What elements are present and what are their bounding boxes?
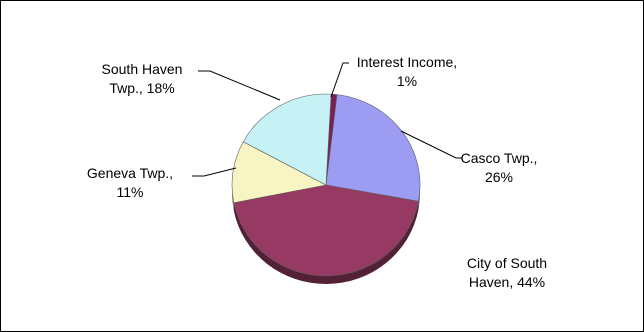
leader-line-3	[192, 167, 237, 177]
slice-label-4-line-0: South Haven	[102, 61, 183, 77]
slice-label-0-line-0: Interest Income,	[357, 54, 457, 70]
slice-label-2-line-0: City of South	[467, 255, 547, 271]
slice-label-2-line-1: Haven, 44%	[469, 274, 545, 290]
pie-slice-3	[231, 141, 327, 204]
slice-label-1-line-0: Casco Twp.,	[461, 150, 538, 166]
slice-label-1-line-1: 26%	[485, 169, 513, 185]
pie-slice-2	[233, 184, 419, 277]
slice-label-4-line-1: Twp., 18%	[109, 80, 174, 96]
pie-slice-1	[325, 94, 421, 202]
leader-line-0	[330, 62, 349, 98]
leader-line-1	[400, 130, 462, 159]
slice-label-3-line-0: Geneva Twp.,	[87, 165, 173, 181]
leader-line-4	[198, 70, 281, 101]
pie-slice-4	[242, 93, 332, 186]
slice-label-0-line-1: 1%	[397, 73, 417, 89]
slice-label-3-line-1: 11%	[117, 184, 144, 200]
